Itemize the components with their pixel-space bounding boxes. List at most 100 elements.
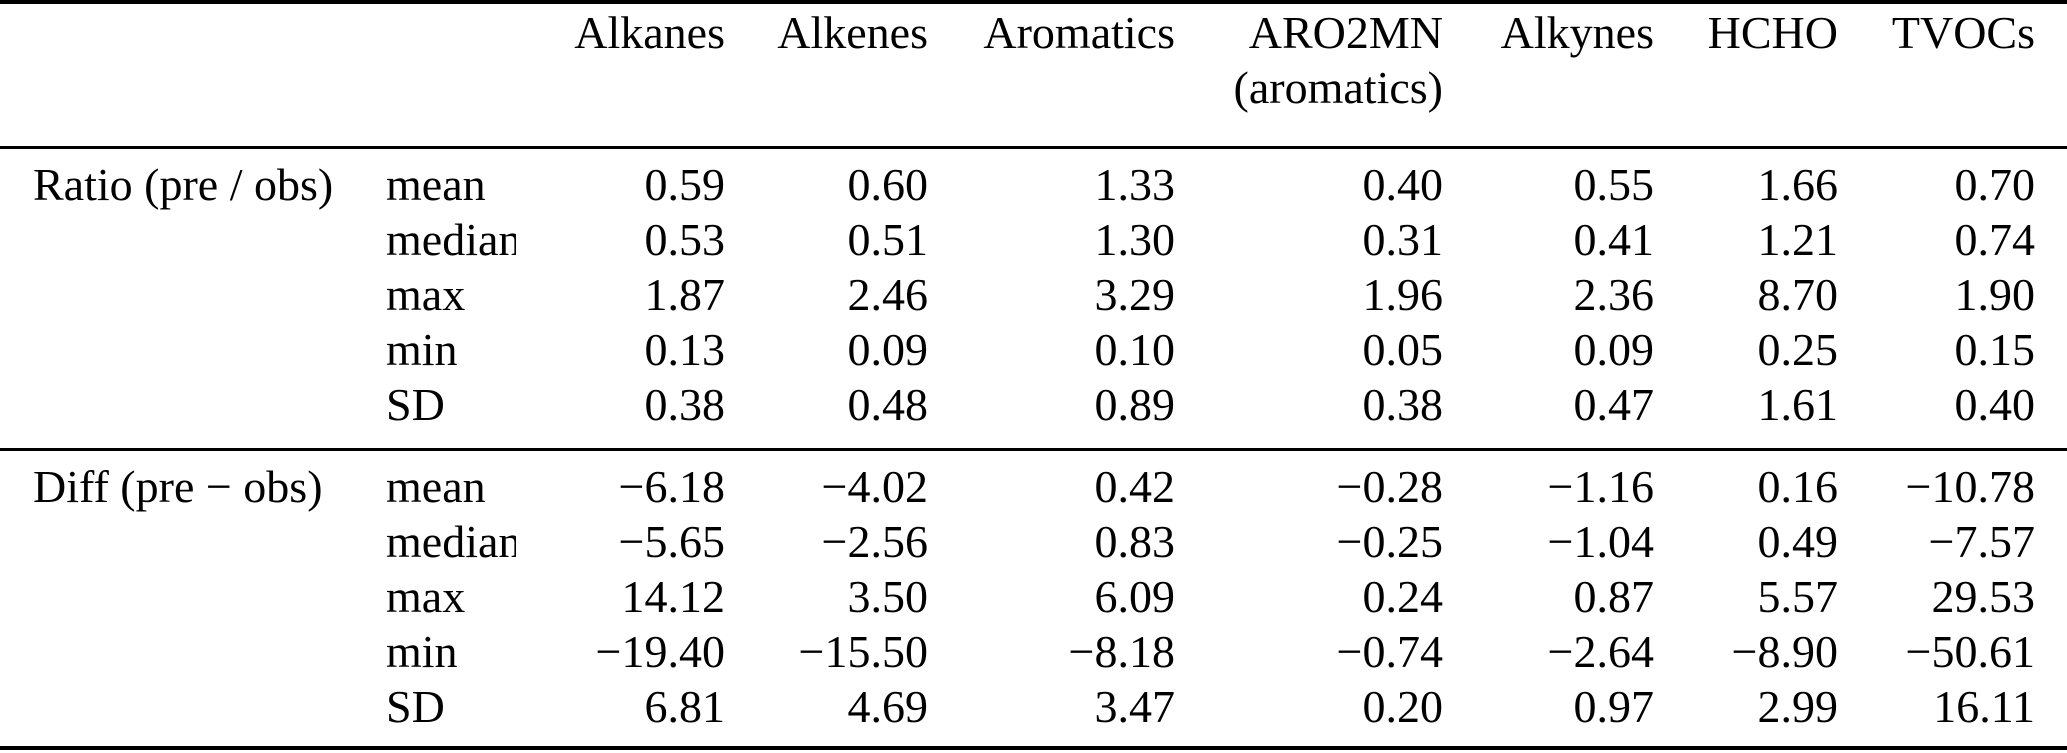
value-cell: −1.16 <box>1547 461 1654 512</box>
column-header-alkanes: Alkanes <box>516 2 725 148</box>
value-cell: 0.53 <box>644 214 726 265</box>
value-cell: −6.18 <box>618 461 725 512</box>
stat-label: mean <box>386 461 486 512</box>
stat-label: min <box>386 626 458 677</box>
column-header-sublabel: (aromatics) <box>1233 62 1443 113</box>
value-cell: 0.09 <box>847 324 929 375</box>
value-cell: 2.36 <box>1573 269 1655 320</box>
value-cell: 0.05 <box>1362 324 1444 375</box>
value-cell: 4.69 <box>847 681 929 732</box>
value-cell: −8.18 <box>1068 626 1175 677</box>
table-row: median 0.53 0.51 1.30 0.31 0.41 1.21 0.7… <box>0 212 2067 267</box>
value-cell: 0.48 <box>847 379 929 430</box>
table-row: min −19.40 −15.50 −8.18 −0.74 −2.64 −8.9… <box>0 624 2067 679</box>
value-cell: 5.57 <box>1757 571 1839 622</box>
value-cell: 0.51 <box>847 214 929 265</box>
stat-label: SD <box>386 379 445 430</box>
table-row: max 1.87 2.46 3.29 1.96 2.36 8.70 1.90 <box>0 267 2067 322</box>
row-group-label <box>0 569 386 624</box>
value-cell: 1.33 <box>1094 159 1176 210</box>
value-cell: 0.55 <box>1573 159 1655 210</box>
value-cell: −0.25 <box>1336 516 1443 567</box>
value-cell: −4.02 <box>821 461 928 512</box>
row-group-label <box>0 322 386 377</box>
value-cell: 0.89 <box>1094 379 1176 430</box>
value-cell: 0.15 <box>1954 324 2036 375</box>
value-cell: 0.49 <box>1757 516 1839 567</box>
table-row: min 0.13 0.09 0.10 0.05 0.09 0.25 0.15 <box>0 322 2067 377</box>
column-header-label: Aromatics <box>983 7 1175 58</box>
value-cell: 0.70 <box>1954 159 2036 210</box>
value-cell: −5.65 <box>618 516 725 567</box>
row-group-label: Ratio (pre / obs) <box>33 159 334 210</box>
value-cell: 8.70 <box>1757 269 1839 320</box>
stat-label: max <box>386 571 466 622</box>
table-row: Ratio (pre / obs) mean 0.59 0.60 1.33 0.… <box>0 148 2067 213</box>
value-cell: 0.16 <box>1757 461 1839 512</box>
column-header-label: TVOCs <box>1891 7 2035 58</box>
value-cell: 14.12 <box>621 571 726 622</box>
row-group-label <box>0 514 386 569</box>
table-row: SD 6.81 4.69 3.47 0.20 0.97 2.99 16.11 <box>0 679 2067 748</box>
column-header-label: Alkenes <box>777 7 928 58</box>
value-cell: 0.42 <box>1094 461 1176 512</box>
value-cell: 0.25 <box>1757 324 1839 375</box>
value-cell: −2.64 <box>1547 626 1654 677</box>
value-cell: 0.40 <box>1954 379 2036 430</box>
row-group-label <box>0 377 386 450</box>
value-cell: 6.81 <box>644 681 726 732</box>
column-header-hcho: HCHO <box>1654 2 1838 148</box>
column-header-label: Alkanes <box>574 7 725 58</box>
table-row: SD 0.38 0.48 0.89 0.38 0.47 1.61 0.40 <box>0 377 2067 450</box>
stat-label: max <box>386 269 466 320</box>
value-cell: −7.57 <box>1928 516 2035 567</box>
value-cell: −0.74 <box>1336 626 1443 677</box>
value-cell: 1.21 <box>1757 214 1839 265</box>
value-cell: 1.87 <box>644 269 726 320</box>
column-header-aromatics: Aromatics <box>928 2 1175 148</box>
value-cell: 3.47 <box>1094 681 1176 732</box>
value-cell: 0.31 <box>1362 214 1444 265</box>
value-cell: 0.41 <box>1573 214 1655 265</box>
value-cell: 1.30 <box>1094 214 1176 265</box>
value-cell: 0.13 <box>644 324 726 375</box>
value-cell: 2.99 <box>1757 681 1839 732</box>
stat-label: median <box>386 516 516 567</box>
value-cell: 0.60 <box>847 159 929 210</box>
stat-label: min <box>386 324 458 375</box>
row-group-label <box>0 212 386 267</box>
value-cell: −8.90 <box>1731 626 1838 677</box>
value-cell: 0.38 <box>1362 379 1444 430</box>
header-cell-stat <box>386 2 516 148</box>
stat-label: median <box>386 214 516 265</box>
column-header-aro2mn: ARO2MN (aromatics) <box>1175 2 1443 148</box>
value-cell: −50.61 <box>1905 626 2035 677</box>
row-group-label <box>0 679 386 748</box>
value-cell: 6.09 <box>1094 571 1176 622</box>
column-header-tvocs: TVOCs <box>1838 2 2067 148</box>
value-cell: 0.20 <box>1362 681 1444 732</box>
value-cell: −1.04 <box>1547 516 1654 567</box>
column-header-label: ARO2MN <box>1248 7 1443 58</box>
value-cell: 16.11 <box>1933 681 2035 732</box>
section-ratio: Ratio (pre / obs) mean 0.59 0.60 1.33 0.… <box>0 148 2067 450</box>
value-cell: −15.50 <box>798 626 928 677</box>
value-cell: −19.40 <box>595 626 725 677</box>
value-cell: 0.83 <box>1094 516 1176 567</box>
value-cell: 0.24 <box>1362 571 1444 622</box>
column-header-label: Alkynes <box>1500 7 1654 58</box>
table-row: max 14.12 3.50 6.09 0.24 0.87 5.57 29.53 <box>0 569 2067 624</box>
value-cell: 0.40 <box>1362 159 1444 210</box>
stat-label: mean <box>386 159 486 210</box>
value-cell: 0.10 <box>1094 324 1176 375</box>
column-header-alkynes: Alkynes <box>1443 2 1654 148</box>
table-row: Diff (pre − obs) mean −6.18 −4.02 0.42 −… <box>0 450 2067 515</box>
value-cell: 0.59 <box>644 159 726 210</box>
value-cell: −10.78 <box>1905 461 2035 512</box>
value-cell: 0.87 <box>1573 571 1655 622</box>
table-header: Alkanes Alkenes Aromatics ARO2MN (aromat… <box>0 2 2067 148</box>
value-cell: 0.97 <box>1573 681 1655 732</box>
header-row: Alkanes Alkenes Aromatics ARO2MN (aromat… <box>0 2 2067 148</box>
